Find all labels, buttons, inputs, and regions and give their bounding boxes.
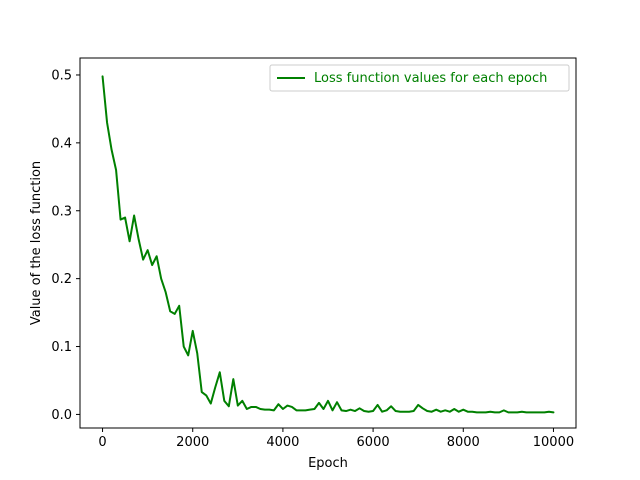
y-tick-label: 0.3 <box>51 204 72 219</box>
y-axis-label: Value of the loss function <box>29 161 44 325</box>
x-tick-label: 8000 <box>447 435 480 450</box>
legend-entry-label: Loss function values for each epoch <box>314 71 547 86</box>
chart-marks <box>101 75 555 414</box>
x-tick-label: 0 <box>98 435 106 450</box>
y-tick-label: 0.0 <box>51 408 72 423</box>
x-axis-label: Epoch <box>308 456 348 471</box>
x-tick-label: 10000 <box>533 435 574 450</box>
axis-ticks: 0 2000 4000 6000 8000 10000 0.0 0.1 0.2 0.3 0.4 0.5 <box>51 68 574 450</box>
legend: Loss function values for each epoch <box>269 64 570 92</box>
y-tick-label: 0.5 <box>51 68 72 83</box>
series-line-0 <box>101 75 555 414</box>
legend-box <box>269 64 570 92</box>
y-tick-label: 0.2 <box>51 272 72 287</box>
y-tick-label: 0.1 <box>51 340 72 355</box>
x-tick-label: 4000 <box>266 435 299 450</box>
y-tick-label: 0.4 <box>51 136 72 151</box>
plot-area-frame <box>79 57 577 429</box>
x-tick-label: 2000 <box>176 435 209 450</box>
x-tick-label: 6000 <box>357 435 390 450</box>
